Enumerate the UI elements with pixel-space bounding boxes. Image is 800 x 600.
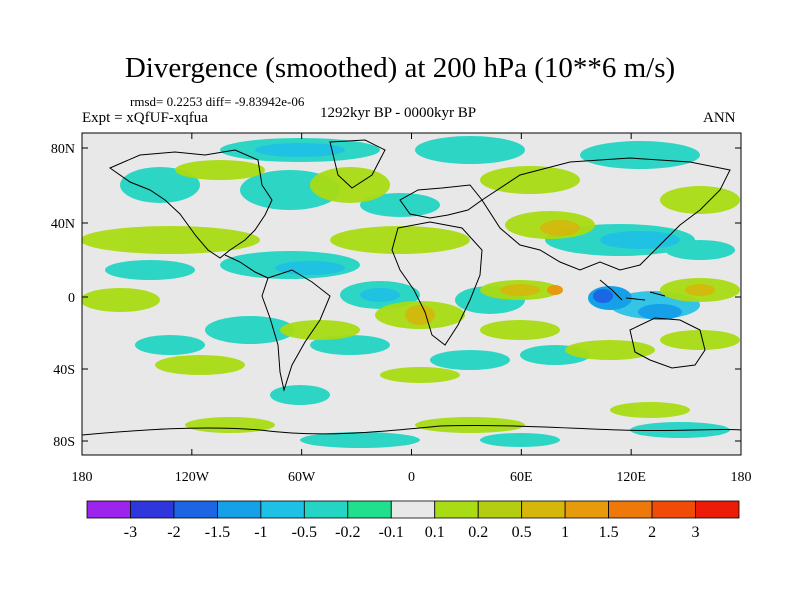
latitude-labels: 80N 40N 0 40S 80S [51,142,75,450]
lat-label: 0 [68,291,75,306]
statistics-label: rmsd= 0.2253 diff= -9.83942e-06 [130,94,305,109]
colorbar-labels: -3 -2 -1.5 -1 -0.5 -0.2 -0.1 0.1 0.2 0.5 1 1.5 2 3 [124,524,700,541]
lon-label: 60W [288,470,316,485]
season-label: ANN [703,110,736,126]
coastlines [82,139,741,436]
colorbar-swatch [130,500,175,519]
colorbar-label: -3 [124,524,137,541]
lon-label: 180 [731,470,752,485]
period-label: 1292kyr BP - 0000kyr BP [320,105,477,121]
colorbar-label: -0.5 [292,524,317,541]
colorbar-label: -1.5 [205,524,230,541]
colorbar-label: -0.1 [379,524,404,541]
colorbar-label: 0.2 [468,524,488,541]
colorbar-label: 1.5 [599,524,619,541]
colorbar-label: -2 [167,524,180,541]
latitude-ticks [82,147,741,442]
colorbar-label: 2 [648,524,656,541]
colorbar-swatch [521,500,566,519]
lon-label: 60E [510,470,533,485]
colorbar-label: 0.1 [425,524,445,541]
colorbar-swatch [216,500,262,519]
very-strong-negative-anomaly [593,289,613,303]
lat-label: 40S [53,363,75,378]
colorbar-label: 3 [692,524,700,541]
map-title: Divergence (smoothed) at 200 hPa (10**6 … [124,52,676,84]
colorbar-swatch [347,500,392,519]
colorbar-label: -1 [254,524,267,541]
colorbar-swatch [260,500,305,519]
colorbar-swatch [173,500,218,519]
colorbar-swatch [477,500,523,519]
colorbar-swatch [86,500,131,519]
colorbar-swatch [564,500,610,519]
colorbar-swatch [695,500,740,519]
colorbar-swatch [651,500,696,519]
very-strong-positive-anomaly [547,285,563,295]
strong-positive-anomaly [405,220,715,325]
colorbar-swatch [390,500,436,519]
lon-label: 120E [616,470,646,485]
lat-label: 80N [51,142,75,157]
colorbar [86,500,740,519]
colorbar-swatch [608,500,653,519]
lon-label: 120W [175,470,210,485]
colorbar-swatch [303,500,349,519]
longitude-ticks [81,133,742,455]
lat-label: 40N [51,217,75,232]
colorbar-label: 1 [561,524,569,541]
experiment-label: Expt = xQfUF-xqfua [82,110,208,126]
colorbar-swatch [434,500,479,519]
lon-label: 180 [72,470,93,485]
colorbar-label: -0.2 [335,524,360,541]
longitude-labels: 180 120W 60W 0 60E 120E 180 [72,470,752,485]
lat-label: 80S [53,435,75,450]
lon-label: 0 [408,470,415,485]
divergence-field [82,136,740,448]
colorbar-label: 0.5 [512,524,532,541]
